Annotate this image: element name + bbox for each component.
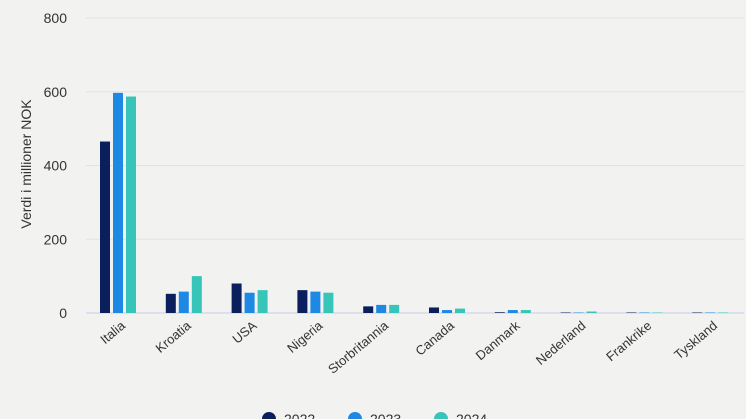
legend-marker [262, 412, 276, 419]
bar-2024-nederland[interactable] [586, 311, 597, 313]
x-tick-label: Canada [412, 317, 457, 358]
bar-2024-danmark[interactable] [520, 310, 531, 313]
x-tick-label: Kroatia [153, 317, 195, 355]
legend-label: 2024 [456, 411, 487, 419]
y-tick-label: 600 [44, 84, 68, 100]
y-axis: 0 200 400 600 800 [44, 10, 68, 321]
bar-2023-italia[interactable] [113, 92, 123, 313]
bar-2022-tyskland[interactable] [692, 312, 703, 314]
bar-2022-frankrike[interactable] [626, 312, 637, 314]
bar-2023-danmark[interactable] [507, 310, 518, 313]
bar-2023-storbritannia[interactable] [376, 304, 387, 313]
bars [100, 92, 729, 314]
legend-label: 2023 [370, 411, 401, 419]
bar-2024-storbritannia[interactable] [389, 304, 400, 313]
bar-2024-canada[interactable] [455, 308, 465, 313]
bar-2022-usa[interactable] [231, 283, 242, 314]
legend-item-2024[interactable]: 2024 [434, 411, 487, 419]
y-tick-label: 0 [59, 305, 67, 321]
x-tick-label: Danmark [473, 317, 523, 363]
legend-marker [434, 412, 448, 419]
bar-2024-kroatia[interactable] [191, 276, 202, 313]
legend-label: 2022 [284, 411, 315, 419]
bar-2023-canada[interactable] [442, 310, 452, 313]
x-tick-label: USA [229, 318, 259, 347]
bar-2024-italia[interactable] [126, 96, 136, 313]
bar-2022-danmark[interactable] [494, 312, 505, 313]
legend-item-2023[interactable]: 2023 [348, 411, 401, 419]
gridlines [86, 17, 744, 314]
x-tick-label: Tyskland [671, 318, 720, 362]
y-axis-label: Verdi i millioner NOK [18, 99, 34, 229]
bar-2022-canada[interactable] [429, 307, 439, 313]
bar-2023-kroatia[interactable] [178, 291, 189, 313]
bar-2023-nigeria[interactable] [310, 291, 321, 313]
x-axis: Italia Kroatia USA Nigeria Storbritannia Cana… [97, 317, 720, 376]
bar-2022-italia[interactable] [100, 141, 110, 313]
x-tick-label: Nigeria [284, 317, 326, 355]
bar-2024-usa[interactable] [257, 290, 268, 313]
y-tick-label: 200 [44, 231, 68, 247]
bar-2024-frankrike[interactable] [652, 312, 663, 314]
bar-2022-nederland[interactable] [560, 312, 571, 314]
x-tick-label: Storbritannia [325, 317, 392, 376]
bar-2024-nigeria[interactable] [323, 292, 334, 313]
x-tick-label: Frankrike [603, 318, 654, 364]
y-tick-label: 400 [44, 158, 68, 174]
legend-item-2022[interactable]: 2022 [262, 411, 315, 419]
bar-2022-storbritannia[interactable] [363, 306, 374, 313]
bar-2023-frankrike[interactable] [639, 312, 650, 314]
bar-2022-kroatia[interactable] [165, 293, 176, 313]
y-tick-label: 800 [44, 10, 68, 26]
legend-marker [348, 412, 362, 419]
x-tick-label: Nederland [533, 318, 589, 368]
legend[interactable]: 2022 2023 2024 [262, 411, 487, 419]
bar-2022-nigeria[interactable] [297, 290, 308, 313]
bar-2023-usa[interactable] [244, 292, 255, 313]
bar-2023-nederland[interactable] [573, 312, 584, 314]
bar-2024-tyskland[interactable] [718, 312, 729, 314]
x-tick-label: Italia [97, 317, 128, 347]
bar-2023-tyskland[interactable] [705, 312, 716, 314]
